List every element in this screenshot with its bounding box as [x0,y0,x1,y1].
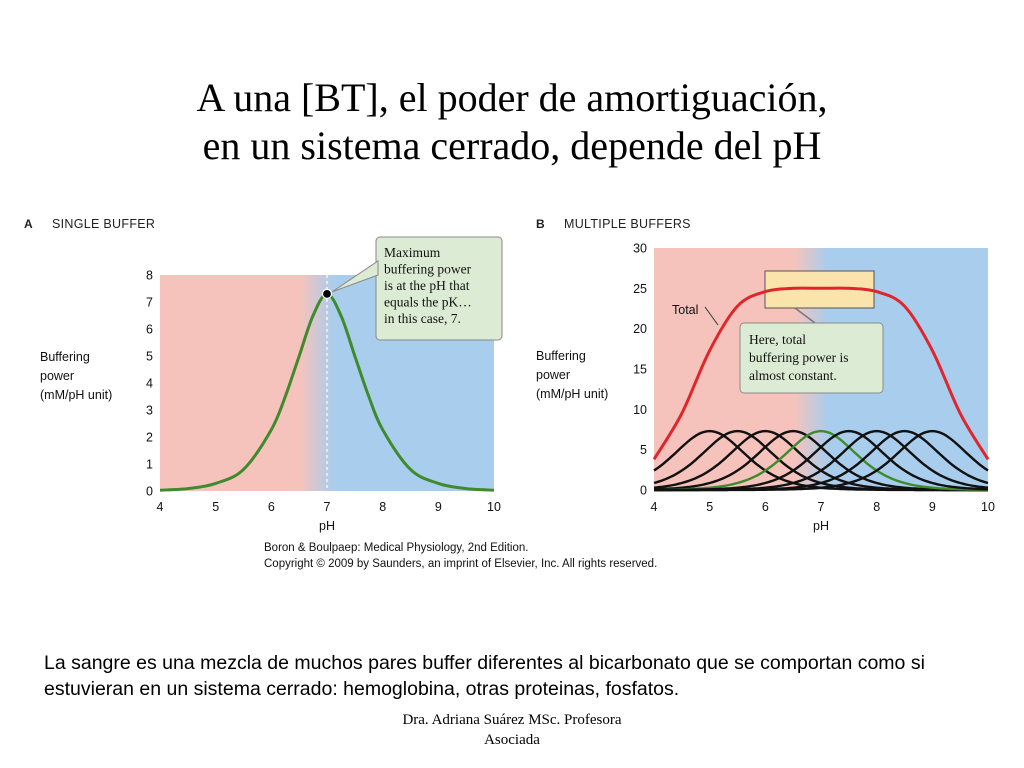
a-x-tick-5: 5 [212,500,219,514]
b-y-label-line-3: (mM/pH unit) [536,387,608,401]
b-x-tick-8: 8 [873,500,880,514]
panel-b-buffer-curve-pk-7 [653,429,989,491]
b-y-tick-10: 10 [633,403,647,417]
b-y-label-line-1: Buffering [536,349,586,363]
panel-b-annotation-pointer [794,307,816,324]
a-y-tick-8: 8 [146,269,153,283]
panel-b-total-leader-line [704,306,719,326]
a-x-tick-8: 8 [379,500,386,514]
figure-credit-line-2: Copyright © 2009 by Saunders, an imprint… [264,558,657,570]
panel-a-annotation-line-4: equals the pK… [384,295,472,310]
b-y-tick-5: 5 [640,443,647,457]
panel-b-x-axis-label: pH [813,519,829,533]
a-x-tick-9: 9 [435,500,442,514]
footer-line-1: Dra. Adriana Suárez MSc. Profesora [402,712,622,728]
a-x-tick-10: 10 [487,500,501,514]
panel-a-peak-point [321,288,333,300]
panel-b-x-tick-labels: 4 5 6 7 8 9 10 [651,500,995,514]
figure-credit-line-1: Boron & Boulpaep: Medical Physiology, 2n… [264,542,528,554]
slide-title-line-2: en un sistema cerrado, depende del pH [202,123,822,168]
panel-a: A SINGLE BUFFER Buffering power (mM/pH uni… [24,217,503,533]
b-x-tick-4: 4 [651,500,658,514]
b-y-tick-15: 15 [633,363,647,377]
panel-b-annotation-line-3: almost constant. [749,368,837,383]
a-y-label-line-1: Buffering [40,350,90,364]
a-y-label-line-2: power [40,369,74,383]
b-y-tick-25: 25 [633,282,647,296]
a-x-tick-6: 6 [268,500,275,514]
a-y-tick-4: 4 [146,377,153,391]
panel-b-title: MULTIPLE BUFFERS [564,217,691,231]
a-y-tick-6: 6 [146,323,153,337]
panel-a-annotation-line-2: buffering power [384,262,472,277]
slide-title: A una [BT], el poder de amortiguación, e… [0,74,1024,170]
panel-a-y-axis-label: Buffering power (mM/pH unit) [40,350,112,402]
panel-b-total-curve [652,286,990,461]
panel-b-y-axis-label: Buffering power (mM/pH unit) [536,349,608,401]
panel-b: B MULTIPLE BUFFERS Buffering power (mM/pH … [536,217,995,533]
a-y-tick-0: 0 [146,485,153,499]
panel-a-annotation-line-3: is at the pH that [384,278,470,293]
a-y-tick-2: 2 [146,431,153,445]
panel-a-letter: A [24,217,33,231]
b-x-tick-6: 6 [762,500,769,514]
b-y-tick-30: 30 [633,242,647,256]
b-x-tick-9: 9 [929,500,936,514]
panel-b-annotation: Here, total buffering power is almost cons… [739,307,884,394]
b-y-tick-20: 20 [633,322,647,336]
b-y-label-line-2: power [536,368,570,382]
a-x-tick-4: 4 [157,500,164,514]
footer-line-2: Asociada [484,732,540,748]
footer-credit: Dra. Adriana Suárez MSc. Profesora Asoci… [352,710,672,750]
panel-a-x-axis-label: pH [319,519,335,533]
panel-b-annotation-line-1: Here, total [749,332,806,347]
a-x-tick-7: 7 [324,500,331,514]
panel-a-title: SINGLE BUFFER [52,217,155,231]
panel-a-annotation-pointer [331,260,379,293]
body-paragraph: La sangre es una mezcla de muchos pares … [44,652,925,700]
panel-a-annotation-line-1: Maximum [384,245,441,260]
panel-b-buffer-curve-pk-9 [654,429,989,492]
panel-b-annotation-line-2: buffering power is [749,350,848,365]
slide-title-line-1: A una [BT], el poder de amortiguación, [196,75,828,120]
panel-b-annotation-box [739,322,884,394]
panel-b-curves [653,429,989,492]
b-y-tick-0: 0 [640,484,647,498]
panel-a-y-tick-labels: 0 1 2 3 4 5 6 7 8 [146,269,153,499]
panel-a-x-tick-labels: 4 5 6 7 8 9 10 [157,500,501,514]
b-x-tick-10: 10 [981,500,995,514]
a-y-tick-5: 5 [146,350,153,364]
panel-a-curves [159,275,495,492]
panel-b-letter: B [536,217,545,231]
b-x-tick-5: 5 [706,500,713,514]
a-y-tick-7: 7 [146,296,153,310]
panel-a-annotation-line-5: in this case, 7. [384,311,461,326]
panel-a-annotation-box [375,236,503,341]
panel-b-total-label: Total [672,303,698,317]
panel-b-y-tick-labels: 0 5 10 15 20 25 30 [633,242,647,498]
a-y-tick-1: 1 [146,458,153,472]
b-x-tick-7: 7 [818,500,825,514]
figure-buffering-power: A SINGLE BUFFER Buffering power (mM/pH uni… [24,217,995,570]
panel-b-total-line [652,286,990,461]
a-y-label-line-3: (mM/pH unit) [40,388,112,402]
a-y-tick-3: 3 [146,404,153,418]
